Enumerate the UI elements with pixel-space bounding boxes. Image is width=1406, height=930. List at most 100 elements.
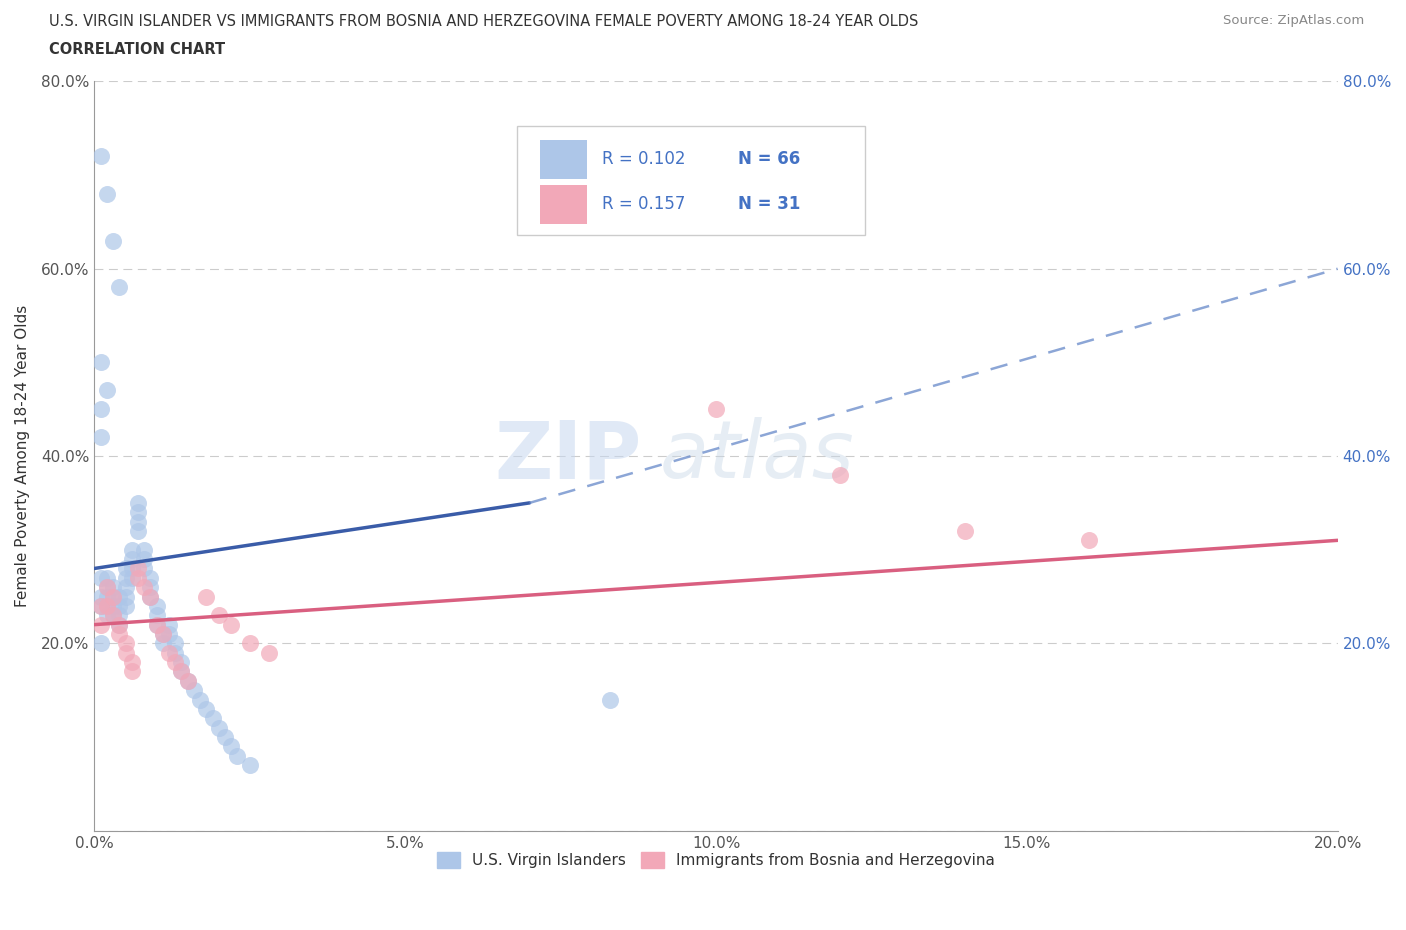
Point xyxy=(183,683,205,698)
Point xyxy=(152,636,174,651)
Point xyxy=(134,561,156,576)
Point xyxy=(208,608,231,623)
Point xyxy=(152,627,174,642)
Point xyxy=(1078,533,1101,548)
Point xyxy=(239,758,262,773)
Point xyxy=(108,618,131,632)
Point xyxy=(165,655,187,670)
Point xyxy=(121,542,143,557)
Point xyxy=(114,645,136,660)
Point xyxy=(170,664,193,679)
Point xyxy=(114,636,136,651)
Bar xyxy=(540,140,586,179)
Point xyxy=(127,561,149,576)
Point xyxy=(114,579,136,594)
Point xyxy=(96,579,118,594)
Text: U.S. VIRGIN ISLANDER VS IMMIGRANTS FROM BOSNIA AND HERZEGOVINA FEMALE POVERTY AM: U.S. VIRGIN ISLANDER VS IMMIGRANTS FROM … xyxy=(49,14,918,29)
Point xyxy=(201,711,224,725)
Point xyxy=(90,589,112,604)
Text: N = 31: N = 31 xyxy=(738,194,801,213)
Point xyxy=(127,514,149,529)
Point xyxy=(953,524,976,538)
Point xyxy=(226,749,249,764)
Point xyxy=(90,618,112,632)
Point xyxy=(101,599,124,614)
Point xyxy=(830,468,852,483)
Point xyxy=(165,636,187,651)
Point xyxy=(108,280,131,295)
Point xyxy=(114,561,136,576)
Point xyxy=(108,627,131,642)
Point xyxy=(108,608,131,623)
Point xyxy=(108,599,131,614)
Point xyxy=(145,608,167,623)
Point xyxy=(257,645,280,660)
Point xyxy=(114,599,136,614)
Point xyxy=(152,627,174,642)
Point xyxy=(208,720,231,735)
Point xyxy=(108,618,131,632)
Text: R = 0.102: R = 0.102 xyxy=(602,150,685,167)
Point xyxy=(219,618,242,632)
Bar xyxy=(540,185,586,224)
Point xyxy=(157,627,180,642)
Y-axis label: Female Poverty Among 18-24 Year Olds: Female Poverty Among 18-24 Year Olds xyxy=(15,305,30,607)
Point xyxy=(195,701,218,716)
Point xyxy=(101,608,124,623)
Point xyxy=(90,599,112,614)
Text: Source: ZipAtlas.com: Source: ZipAtlas.com xyxy=(1223,14,1364,27)
Text: atlas: atlas xyxy=(659,417,855,495)
Point xyxy=(704,402,727,417)
Point xyxy=(165,645,187,660)
Point xyxy=(157,618,180,632)
Point xyxy=(170,655,193,670)
Point xyxy=(96,570,118,585)
Point xyxy=(90,599,112,614)
Point xyxy=(114,570,136,585)
Point xyxy=(139,589,162,604)
Legend: U.S. Virgin Islanders, Immigrants from Bosnia and Herzegovina: U.S. Virgin Islanders, Immigrants from B… xyxy=(429,844,1002,875)
Point xyxy=(108,589,131,604)
Point xyxy=(177,673,200,688)
Point xyxy=(96,599,118,614)
Point xyxy=(96,186,118,201)
Point xyxy=(134,551,156,566)
Point xyxy=(214,729,236,744)
Point xyxy=(145,618,167,632)
Point xyxy=(101,579,124,594)
Point xyxy=(127,505,149,520)
Point xyxy=(101,589,124,604)
Point xyxy=(96,599,118,614)
Point xyxy=(195,589,218,604)
Point xyxy=(96,589,118,604)
Point xyxy=(139,570,162,585)
Point xyxy=(145,618,167,632)
Point xyxy=(96,608,118,623)
Point xyxy=(127,570,149,585)
Point xyxy=(239,636,262,651)
Point xyxy=(177,673,200,688)
Text: ZIP: ZIP xyxy=(495,417,641,495)
Point xyxy=(219,739,242,754)
Point xyxy=(121,664,143,679)
Point xyxy=(139,579,162,594)
Point xyxy=(121,551,143,566)
Point xyxy=(134,542,156,557)
Point xyxy=(599,692,621,707)
Point xyxy=(96,383,118,398)
Point xyxy=(121,570,143,585)
Point xyxy=(90,402,112,417)
FancyBboxPatch shape xyxy=(517,126,865,235)
Point xyxy=(90,355,112,370)
Point xyxy=(96,579,118,594)
Text: N = 66: N = 66 xyxy=(738,150,800,167)
Text: CORRELATION CHART: CORRELATION CHART xyxy=(49,42,225,57)
Point xyxy=(90,430,112,445)
Point xyxy=(188,692,211,707)
Point xyxy=(121,561,143,576)
Point xyxy=(90,636,112,651)
Point xyxy=(114,589,136,604)
Point xyxy=(121,655,143,670)
Point xyxy=(90,570,112,585)
Point xyxy=(127,524,149,538)
